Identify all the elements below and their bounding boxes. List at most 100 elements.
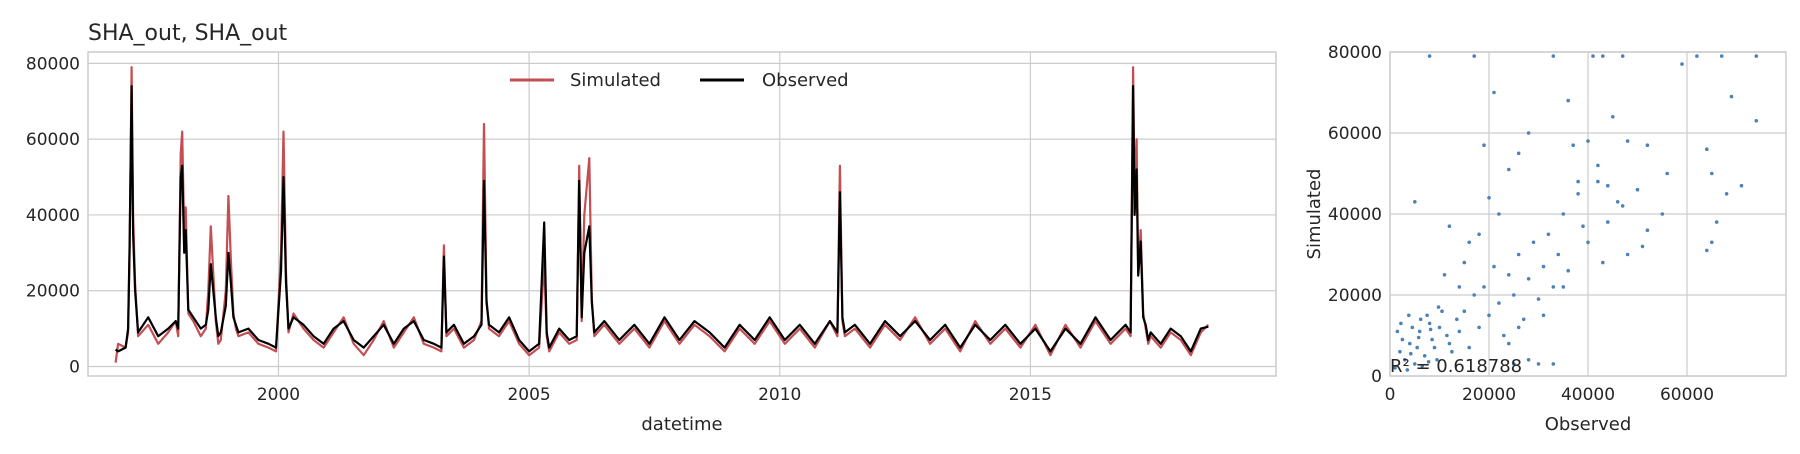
scatter-point [1395, 329, 1400, 334]
scatter-point [1403, 358, 1407, 362]
scatter-point [1435, 358, 1439, 362]
scatter-y-tick-label: 40000 [1328, 205, 1382, 225]
timeseries-tick-labels: 2000 2005 2010 2015 0 20000 40000 60000 80000 [26, 54, 1052, 405]
scatter-point [1561, 285, 1566, 289]
scatter-point [1445, 333, 1449, 338]
scatter-point [1586, 139, 1590, 143]
scatter-point [1601, 260, 1605, 265]
scatter-panel: 0 20000 40000 60000 0 20000 40000 60000 80000 Ob… [1304, 43, 1787, 435]
scatter-point [1436, 305, 1441, 309]
scatter-point [1407, 313, 1411, 318]
scatter-point [1606, 183, 1610, 188]
scatter-point [1507, 341, 1511, 346]
scatter-point [1502, 333, 1506, 338]
scatter-point [1516, 151, 1521, 156]
scatter-point [1487, 196, 1491, 200]
scatter-point [1467, 240, 1471, 245]
scatter-y-tick-label: 60000 [1328, 124, 1382, 144]
scatter-point [1754, 54, 1759, 58]
scatter-point [1561, 212, 1566, 216]
scatter-point [1635, 187, 1640, 192]
scatter-point [1507, 167, 1511, 172]
scatter-point [1400, 337, 1405, 342]
scatter-point [1615, 200, 1620, 204]
timeseries-y-tick-label: 20000 [26, 282, 80, 302]
timeseries-x-axis-label: datetime [641, 414, 722, 435]
scatter-point [1516, 325, 1521, 330]
scatter-gridlines [1389, 51, 1786, 377]
timeseries-series-group [114, 66, 1210, 363]
scatter-point [1611, 115, 1615, 119]
scatter-point [1497, 301, 1501, 305]
scatter-point [1576, 179, 1580, 184]
scatter-point [1457, 329, 1462, 334]
scatter-y-axis-label: Simulated [1304, 169, 1325, 260]
scatter-point [1729, 94, 1734, 99]
scatter-point [1705, 248, 1709, 253]
scatter-point [1447, 341, 1452, 346]
scatter-point [1398, 349, 1402, 354]
figure-title: SHA_out, SHA_out [88, 21, 288, 46]
scatter-point [1551, 362, 1556, 366]
scatter-point [1571, 143, 1575, 147]
scatter-points [1393, 54, 1759, 372]
scatter-point [1405, 368, 1410, 372]
timeseries-y-tick-label: 80000 [26, 54, 80, 74]
scatter-point [1425, 313, 1429, 318]
scatter-point [1710, 171, 1714, 176]
scatter-point [1492, 90, 1496, 95]
scatter-point [1472, 293, 1476, 297]
scatter-point [1492, 264, 1496, 269]
series-line-simulated [114, 66, 1210, 363]
scatter-point [1586, 240, 1590, 245]
scatter-point [1625, 252, 1630, 257]
scatter-y-tick-label: 0 [1371, 367, 1382, 387]
scatter-point [1472, 54, 1476, 58]
scatter-point [1440, 309, 1444, 314]
scatter-point [1556, 252, 1561, 257]
scatter-point [1596, 163, 1600, 168]
scatter-point [1680, 62, 1684, 66]
scatter-point [1526, 358, 1531, 362]
scatter-point [1516, 252, 1521, 257]
scatter-point [1408, 341, 1412, 346]
legend-observed-label: Observed [762, 70, 849, 91]
scatter-point [1442, 273, 1447, 277]
timeseries-y-tick-label: 0 [69, 358, 80, 378]
scatter-point [1710, 240, 1714, 245]
scatter-y-tick-label: 80000 [1328, 43, 1382, 63]
scatter-point [1536, 297, 1541, 301]
scatter-point [1625, 139, 1630, 143]
scatter-point [1665, 171, 1669, 176]
scatter-point [1576, 192, 1580, 196]
scatter-point [1536, 362, 1541, 366]
scatter-point [1719, 54, 1724, 58]
scatter-point [1430, 337, 1434, 342]
scatter-point [1457, 285, 1462, 289]
scatter-point [1507, 273, 1511, 277]
timeseries-panel: 2000 2005 2010 2015 0 20000 40000 60000 80000 da… [26, 51, 1277, 435]
timeseries-x-tick-label: 2005 [507, 385, 550, 405]
scatter-y-tick-label: 20000 [1328, 286, 1382, 306]
legend-simulated-label: Simulated [570, 70, 661, 91]
series-line-observed [114, 84, 1209, 353]
scatter-point [1455, 317, 1459, 322]
scatter-point [1428, 327, 1433, 332]
scatter-point [1526, 131, 1531, 135]
scatter-point [1566, 98, 1570, 103]
legend: Simulated Observed [510, 70, 849, 91]
scatter-point [1420, 364, 1424, 368]
scatter-point [1601, 54, 1605, 58]
scatter-point [1409, 351, 1413, 356]
scatter-point [1541, 264, 1546, 269]
scatter-point [1482, 143, 1486, 147]
scatter-point [1413, 362, 1417, 366]
scatter-point [1410, 325, 1415, 330]
scatter-point [1695, 54, 1699, 58]
scatter-point [1415, 345, 1419, 350]
scatter-point [1422, 354, 1427, 358]
scatter-point [1462, 309, 1467, 314]
scatter-point [1526, 277, 1531, 281]
